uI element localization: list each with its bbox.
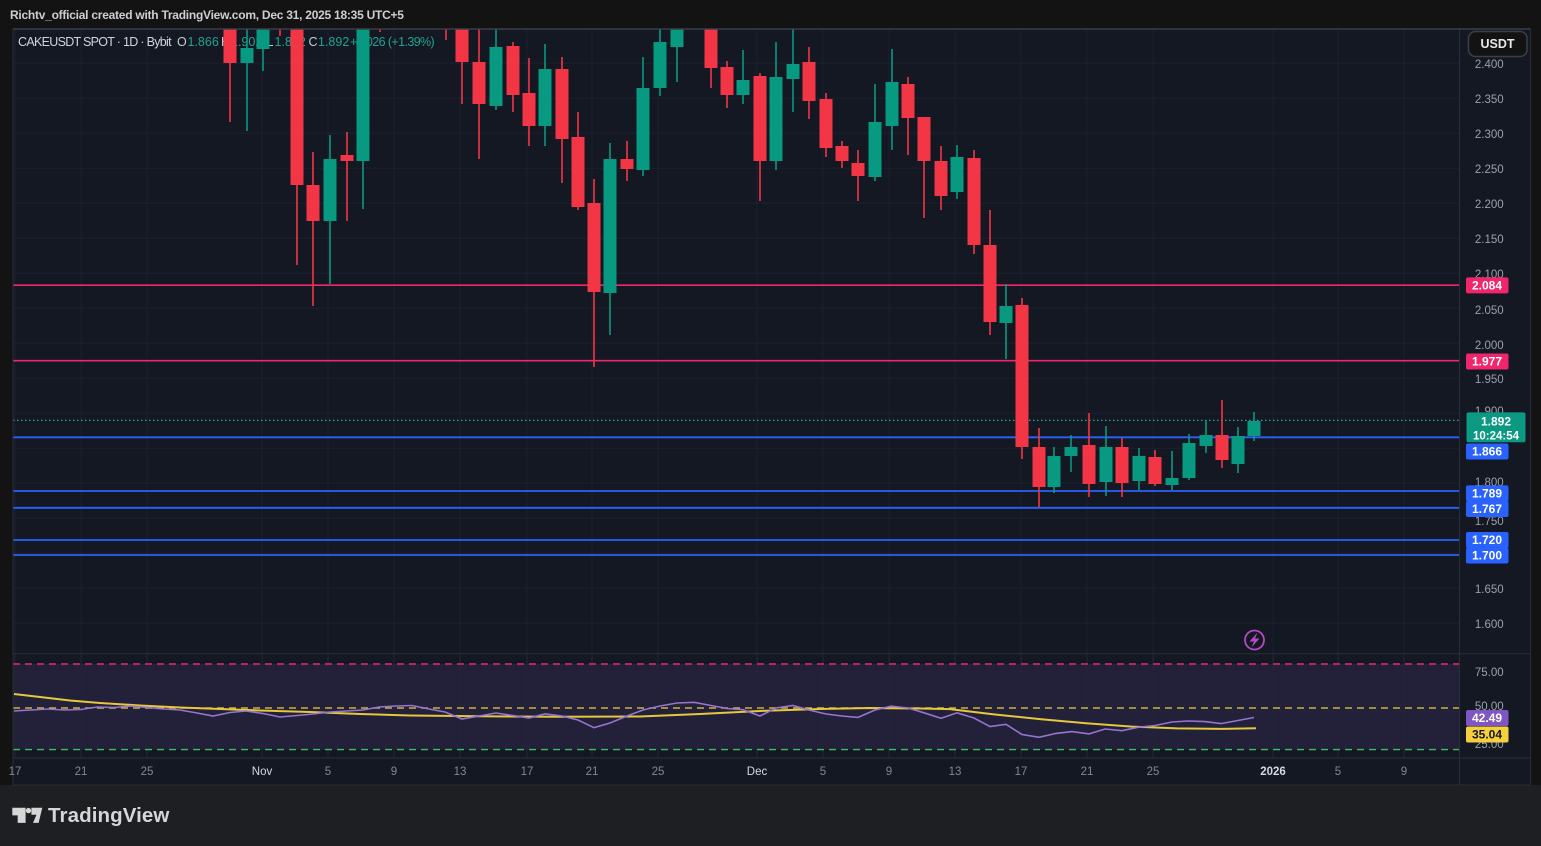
svg-text:9: 9 — [886, 766, 892, 778]
svg-text:1.767: 1.767 — [1472, 502, 1502, 516]
svg-text:2.200: 2.200 — [1475, 199, 1504, 211]
svg-text:2.400: 2.400 — [1475, 59, 1504, 71]
svg-text:1.650: 1.650 — [1475, 584, 1504, 596]
svg-text:CAKEUSDT SPOT · 1D · Bybit: CAKEUSDT SPOT · 1D · Bybit — [18, 35, 172, 49]
svg-text:Dec: Dec — [747, 766, 768, 778]
svg-text:1.720: 1.720 — [1472, 533, 1502, 547]
svg-text:5: 5 — [325, 766, 331, 778]
svg-text:O: O — [177, 35, 187, 49]
svg-text:21: 21 — [75, 766, 88, 778]
svg-text:2.250: 2.250 — [1475, 164, 1504, 176]
svg-text:35.04: 35.04 — [1472, 728, 1502, 742]
svg-text:1.977: 1.977 — [1472, 355, 1502, 369]
svg-text:+0.026 (+1.39%): +0.026 (+1.39%) — [350, 35, 435, 49]
svg-text:17: 17 — [9, 766, 22, 778]
svg-text:TradingView: TradingView — [48, 804, 169, 827]
svg-text:13: 13 — [949, 766, 962, 778]
svg-text:5: 5 — [820, 766, 826, 778]
svg-text:1.892: 1.892 — [318, 35, 349, 49]
svg-text:2.300: 2.300 — [1475, 129, 1504, 141]
svg-text:17: 17 — [521, 766, 534, 778]
svg-text:1.600: 1.600 — [1475, 619, 1504, 631]
svg-text:9: 9 — [391, 766, 397, 778]
svg-text:2.150: 2.150 — [1475, 234, 1504, 246]
svg-text:42.49: 42.49 — [1472, 711, 1502, 725]
svg-text:25: 25 — [1147, 766, 1160, 778]
svg-text:2.084: 2.084 — [1472, 279, 1502, 293]
svg-text:1.866: 1.866 — [188, 35, 219, 49]
svg-text:2.350: 2.350 — [1475, 94, 1504, 106]
svg-text:1.750: 1.750 — [1475, 516, 1504, 528]
svg-text:1.789: 1.789 — [1472, 487, 1502, 501]
svg-text:C: C — [309, 35, 318, 49]
svg-text:17: 17 — [1015, 766, 1028, 778]
svg-text:13: 13 — [454, 766, 467, 778]
svg-text:2.000: 2.000 — [1475, 340, 1504, 352]
svg-text:L: L — [267, 35, 274, 49]
svg-text:2026: 2026 — [1260, 766, 1286, 778]
svg-text:USDT: USDT — [1480, 37, 1514, 51]
svg-text:1.950: 1.950 — [1475, 374, 1504, 386]
svg-text:10:24:54: 10:24:54 — [1473, 431, 1520, 443]
svg-text:25: 25 — [141, 766, 154, 778]
svg-text:2.050: 2.050 — [1475, 305, 1504, 317]
svg-text:21: 21 — [586, 766, 599, 778]
svg-text:21: 21 — [1081, 766, 1094, 778]
svg-text:75.00: 75.00 — [1475, 667, 1504, 679]
svg-text:9: 9 — [1401, 766, 1407, 778]
svg-text:1.892: 1.892 — [1481, 414, 1511, 428]
svg-text:5: 5 — [1335, 766, 1341, 778]
svg-text:25: 25 — [652, 766, 665, 778]
svg-text:Richtv_official created with T: Richtv_official created with TradingView… — [10, 8, 404, 22]
svg-text:1.700: 1.700 — [1472, 549, 1502, 563]
svg-text:Nov: Nov — [252, 766, 273, 778]
svg-text:1.866: 1.866 — [1472, 445, 1502, 459]
